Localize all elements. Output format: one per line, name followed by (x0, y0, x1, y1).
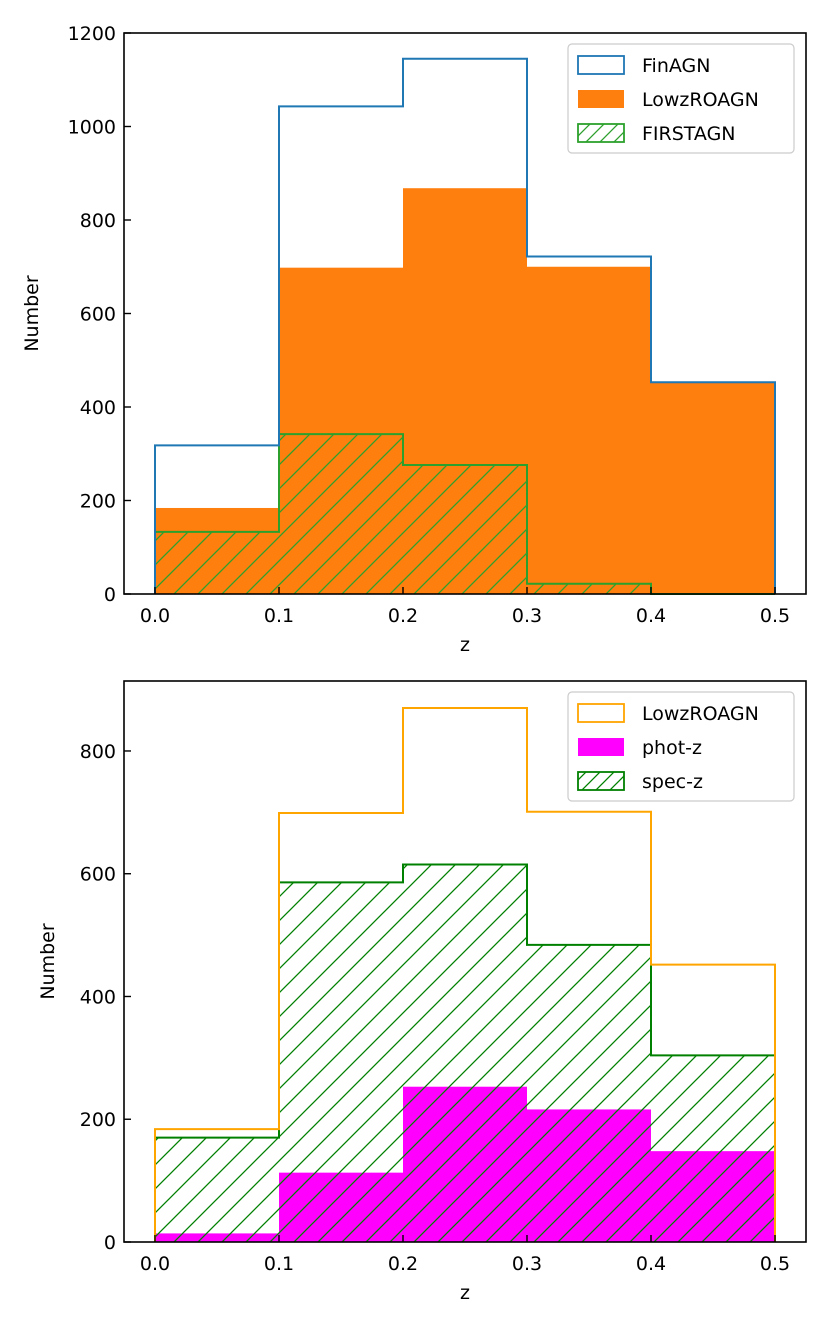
legend-label-phot-z: phot-z (642, 737, 702, 759)
y-tick-label: 0 (104, 584, 116, 606)
spec-z-bar-0 (155, 1137, 279, 1242)
bottom-histogram-panel: 0.0 0.1 0.2 0.3 0.4 0.5 0 200 400 600 800 z Number Lo… (37, 680, 807, 1304)
spec-z-bar-4 (651, 1055, 775, 1242)
legend-label-firstagn: FIRSTAGN (642, 123, 736, 145)
y-tick-label: 600 (80, 864, 116, 886)
x-tick-label: 0.3 (512, 1253, 542, 1275)
x-axis-label: z (460, 1282, 470, 1304)
x-tick-label: 0.4 (636, 605, 666, 627)
y-tick-label: 800 (80, 210, 116, 232)
legend-swatch-lowzroagn (578, 90, 624, 108)
y-tick-label: 600 (80, 304, 116, 326)
x-tick-label: 0.3 (512, 605, 542, 627)
y-tick-label: 800 (80, 741, 116, 763)
legend-swatch-firstagn (577, 123, 625, 143)
x-tick-label: 0.5 (760, 1253, 790, 1275)
spec-z-bar-2 (403, 864, 527, 1242)
y-tick-label: 1200 (68, 23, 116, 45)
y-tick-label: 400 (80, 986, 116, 1008)
spec-z-outline (154, 863, 776, 1242)
y-tick-label: 200 (80, 1109, 116, 1131)
x-tick-label: 0.1 (264, 1253, 294, 1275)
x-tick-label: 0.2 (388, 1253, 418, 1275)
x-tick-label: 0.4 (636, 1253, 666, 1275)
legend-label-finagn: FinAGN (642, 55, 710, 77)
legend: FinAGN LowzROAGN FIRSTAGN (567, 43, 795, 154)
y-tick-label: 400 (80, 397, 116, 419)
legend-label-lowzroagn: LowzROAGN (642, 89, 759, 111)
lowzroagn-bar-4 (651, 382, 775, 594)
top-histogram-panel: 0.0 0.1 0.2 0.3 0.4 0.5 0 200 400 600 800 1000 1200 z… (21, 23, 807, 656)
lowzroagn-step-line (154, 707, 776, 1242)
finagn-step-line (154, 57, 776, 594)
spec-z-bar-3 (527, 944, 651, 1242)
legend: LowzROAGN phot-z spec-z (567, 691, 795, 802)
y-tick-label: 0 (104, 1232, 116, 1254)
x-tick-label: 0.0 (140, 605, 170, 627)
legend-swatch-lowzroagn (577, 703, 625, 723)
lowzroagn-bar-3 (527, 266, 651, 594)
x-tick-label: 0.5 (760, 605, 790, 627)
firstagn-bar-0 (155, 531, 279, 594)
y-tick-label: 1000 (68, 117, 116, 139)
firstagn-bar-1 (279, 434, 403, 594)
x-axis-label: z (460, 634, 470, 656)
x-tick-label: 0.0 (140, 1253, 170, 1275)
legend-label-lowzroagn: LowzROAGN (642, 703, 759, 725)
legend-swatch-spec-z (577, 771, 625, 791)
y-axis-label: Number (37, 923, 59, 1000)
spec-z-bar-1 (279, 882, 403, 1242)
y-axis-label: Number (21, 275, 43, 352)
x-tick-label: 0.1 (264, 605, 294, 627)
legend-swatch-phot-z (578, 738, 624, 756)
legend-swatch-finagn (577, 55, 625, 75)
y-tick-label: 200 (80, 491, 116, 513)
axes-frame (123, 680, 807, 1243)
legend-label-spec-z: spec-z (642, 771, 703, 793)
firstagn-bar-3 (527, 583, 651, 594)
firstagn-bar-2 (403, 464, 527, 594)
x-tick-label: 0.2 (388, 605, 418, 627)
